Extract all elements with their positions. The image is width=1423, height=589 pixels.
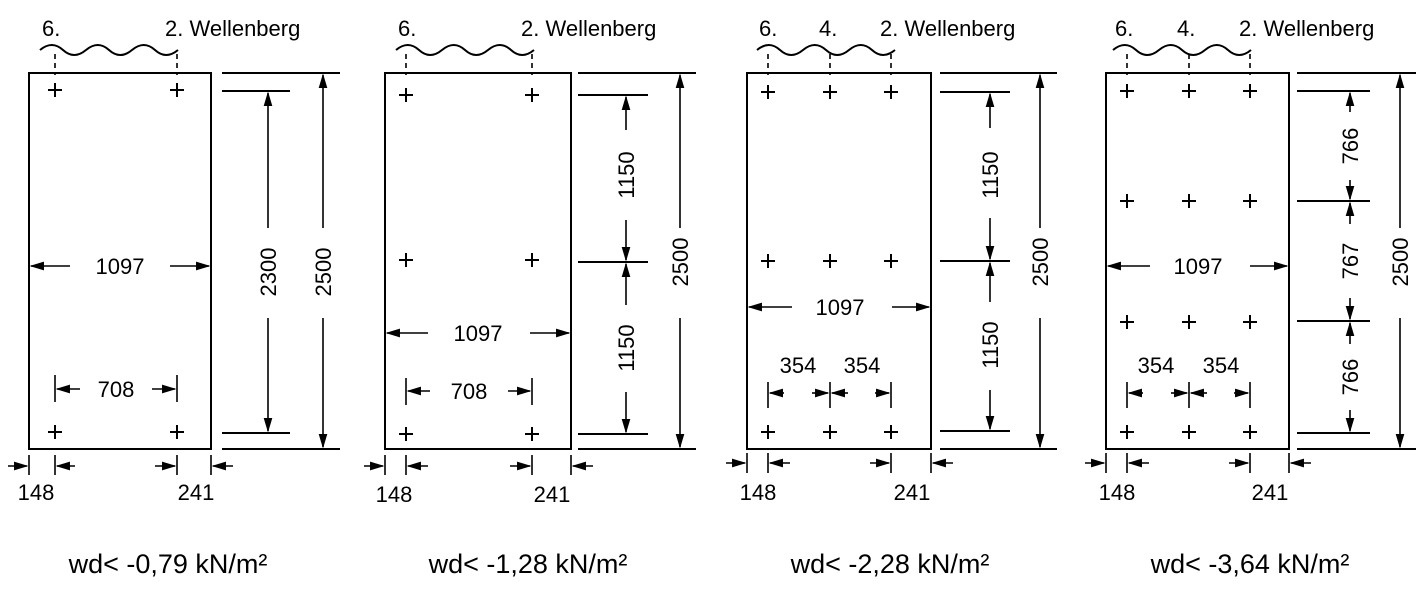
wave-line <box>39 44 179 56</box>
anchor-point <box>761 85 775 99</box>
load-caption: wd< -3,64 kN/m² <box>1150 549 1350 579</box>
anchor-point <box>1243 315 1257 329</box>
panel-1: 6. 2. Wellenberg 1097 708 2300 2 <box>8 16 340 579</box>
segment-label: 1150 <box>614 324 639 371</box>
wave-label-6: 6. <box>42 16 60 41</box>
wave-line <box>395 44 535 56</box>
anchor-point <box>884 254 898 268</box>
total-height-label: 2500 <box>311 248 336 297</box>
anchor-point <box>48 425 62 439</box>
anchor-point <box>1243 425 1257 439</box>
anchor-point <box>823 85 837 99</box>
edge-right-label: 241 <box>178 480 215 505</box>
anchor-point-group <box>399 88 539 441</box>
anchor-point <box>823 425 837 439</box>
anchor-point-group <box>48 83 184 439</box>
anchor-point <box>1120 315 1134 329</box>
anchor-point <box>1120 425 1134 439</box>
wave-label-6: 6. <box>1115 16 1133 41</box>
wave-label-2-wellenberg: 2. Wellenberg <box>521 16 656 41</box>
total-height-label: 2500 <box>1028 238 1053 287</box>
anchor-point <box>761 425 775 439</box>
panel-outline <box>28 72 212 450</box>
panel-3: 6. 4. 2. Wellenberg 1097 354 354 <box>726 16 1057 579</box>
segment-label: 1150 <box>978 321 1003 368</box>
segment-label: 766 <box>1338 128 1363 165</box>
anchor-point <box>1182 315 1196 329</box>
wave-label-2-wellenberg: 2. Wellenberg <box>880 16 1015 41</box>
segment-label: 767 <box>1338 243 1363 280</box>
edge-right-label: 241 <box>894 480 931 505</box>
width-label: 1097 <box>816 295 865 320</box>
anchor-point <box>884 425 898 439</box>
segment-label: 766 <box>1338 359 1363 396</box>
wave-label-4: 4. <box>1177 16 1195 41</box>
spacing-label: 354 <box>780 353 817 378</box>
anchor-point <box>1182 425 1196 439</box>
anchor-point <box>525 88 539 102</box>
anchor-point <box>170 425 184 439</box>
width-label: 1097 <box>1174 254 1223 279</box>
total-height-label: 2500 <box>668 238 693 287</box>
spacing-label: 708 <box>98 377 135 402</box>
total-height-label: 2500 <box>1388 238 1413 287</box>
anchor-point <box>884 85 898 99</box>
wave-label-2-wellenberg: 2. Wellenberg <box>1239 16 1374 41</box>
anchor-point <box>1182 194 1196 208</box>
edge-right-label: 241 <box>1252 480 1289 505</box>
wave-line <box>1112 44 1252 56</box>
spacing-label: 354 <box>1138 353 1175 378</box>
anchor-point <box>170 83 184 97</box>
width-label: 1097 <box>96 254 145 279</box>
anchor-point <box>1243 194 1257 208</box>
wave-label-6: 6. <box>398 16 416 41</box>
panel-outline <box>1105 72 1290 450</box>
anchor-point <box>399 427 413 441</box>
anchor-point <box>1243 84 1257 98</box>
anchor-point <box>399 253 413 267</box>
segment-label: 1150 <box>978 151 1003 198</box>
anchor-point <box>399 88 413 102</box>
anchor-point <box>1182 84 1196 98</box>
load-caption: wd< -0,79 kN/m² <box>68 549 268 579</box>
spacing-label: 708 <box>451 379 488 404</box>
spacing-label: 354 <box>1203 353 1240 378</box>
edge-left-label: 148 <box>1099 480 1136 505</box>
panel-4: 6. 4. 2. Wellenberg 1097 354 354 <box>1085 16 1416 579</box>
wave-label-2-wellenberg: 2. Wellenberg <box>165 16 300 41</box>
anchor-point <box>1120 194 1134 208</box>
width-label: 1097 <box>454 321 503 346</box>
anchor-point <box>525 427 539 441</box>
anchor-point <box>48 83 62 97</box>
load-caption: wd< -1,28 kN/m² <box>428 549 628 579</box>
anchor-point <box>525 253 539 267</box>
anchor-point <box>761 254 775 268</box>
anchor-point-group <box>761 85 898 439</box>
edge-right-label: 241 <box>534 482 571 507</box>
edge-left-label: 148 <box>376 482 413 507</box>
wave-label-4: 4. <box>819 16 837 41</box>
inner-height-label: 2300 <box>256 248 281 297</box>
panel-2: 6. 2. Wellenberg 1097 708 1150 11 <box>364 16 696 579</box>
anchor-point <box>1120 84 1134 98</box>
anchor-point-group <box>1120 84 1257 439</box>
wave-label-6: 6. <box>759 16 777 41</box>
edge-left-label: 148 <box>18 480 55 505</box>
panel-outline <box>746 72 932 450</box>
wave-line <box>756 44 896 56</box>
load-caption: wd< -2,28 kN/m² <box>790 549 990 579</box>
anchor-point <box>823 254 837 268</box>
spacing-label: 354 <box>844 353 881 378</box>
segment-label: 1150 <box>614 151 639 198</box>
edge-left-label: 148 <box>740 480 777 505</box>
panel-outline <box>384 72 572 450</box>
